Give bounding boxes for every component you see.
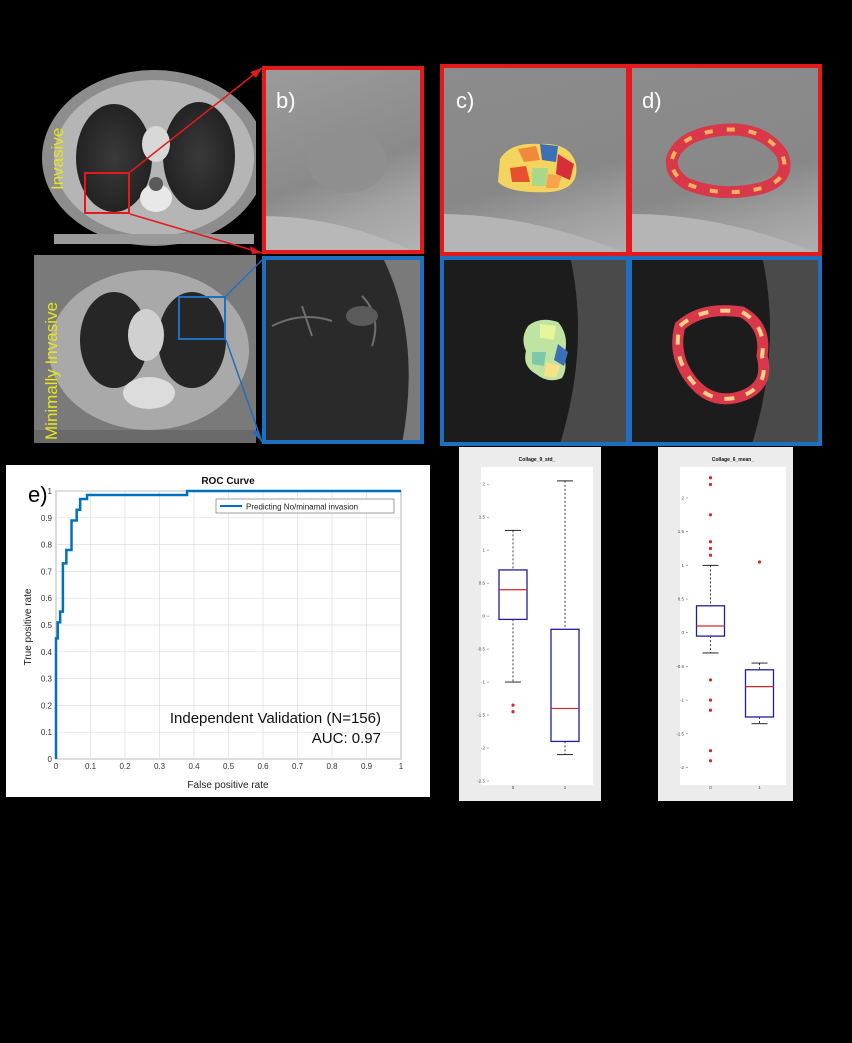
roc-ytick-label: 0.8 <box>41 541 53 550</box>
roi-box-minimal <box>178 296 226 340</box>
roc-xtick-label: 0.2 <box>119 762 131 771</box>
panel-label-e: e) <box>28 482 48 507</box>
panel-label-c: c) <box>456 88 475 113</box>
roc-xtick-label: 0.8 <box>326 762 338 771</box>
box-iqr <box>744 669 775 718</box>
frame-feature-c-minimal <box>440 256 630 446</box>
box-ytick-label: -2 <box>481 746 485 751</box>
box-ytick-label: -2.5 <box>477 779 485 784</box>
roc-ytick-label: 0.4 <box>41 648 53 657</box>
frame-zoom-invasive <box>262 66 424 254</box>
roc-ytick-label: 0 <box>48 755 53 764</box>
roc-ytick-label: 0.5 <box>41 621 53 630</box>
roc-xlabel: False positive rate <box>187 780 269 791</box>
zoom-connectors <box>129 67 263 443</box>
box-ytick-label: 1 <box>681 563 684 568</box>
roc-title: ROC Curve <box>201 476 255 487</box>
box-outlier <box>708 759 713 763</box>
box-ytick-label: -1.5 <box>676 731 684 736</box>
roc-xtick-label: 0.3 <box>154 762 166 771</box>
box-ytick-label: -1 <box>481 680 485 685</box>
zoom-patch-minimal <box>262 256 424 444</box>
roc-ytick-label: 0.1 <box>41 728 53 737</box>
box-ytick-label: -0.5 <box>477 647 485 652</box>
roc-ylabel: True positive rate <box>23 588 34 665</box>
roc-annotation-validation: Independent Validation (N=156) <box>170 710 381 727</box>
box-category-label: 1 <box>564 785 567 790</box>
box-outlier <box>511 703 515 707</box>
roc-xtick-label: 0.6 <box>257 762 269 771</box>
roc-ytick-label: 0.6 <box>41 594 53 603</box>
box-ytick-label: 0.5 <box>678 597 685 602</box>
box-ytick-label: -2 <box>680 765 684 770</box>
frame-feature-d-invasive <box>628 64 822 256</box>
boxplot-mean-title: Collage_6_mean_ <box>712 457 754 463</box>
roc-legend-label: Predicting No/minamal invasion <box>246 503 358 512</box>
feature-map-d-invasive <box>632 64 820 254</box>
box-iqr <box>550 628 580 743</box>
boxplot-std-title: Collage_9_std_ <box>519 457 556 463</box>
feature-map-c-minimal <box>440 256 628 444</box>
box-outlier <box>708 546 713 551</box>
roc-xtick-label: 0.5 <box>223 762 235 771</box>
box-iqr <box>498 569 528 621</box>
box-category-label: 1 <box>758 785 761 790</box>
feature-map-c-invasive <box>440 64 628 254</box>
roc-annotation-auc: AUC: 0.97 <box>312 730 381 747</box>
feature-map-d-minimal <box>632 256 820 444</box>
box-ytick-label: 0 <box>482 614 485 619</box>
box-ytick-label: 0 <box>681 630 684 635</box>
frame-feature-d-minimal <box>628 256 822 446</box>
box-category-label: 0 <box>709 785 712 790</box>
roc-ytick-label: 0.2 <box>41 701 53 710</box>
roc-xtick-label: 1 <box>399 762 404 771</box>
box-outlier <box>708 708 713 712</box>
boxplot-collage-6-mean: Collage_6_mean_ 2 1.5 1 0.5 0 -0.5 -1 -1.5 -2 0 1 <box>676 457 786 790</box>
roc-xtick-label: 0.7 <box>292 762 304 771</box>
box-outlier <box>511 710 515 714</box>
ct-scan-minimal <box>34 255 256 443</box>
box-ytick-label: 2 <box>482 482 485 487</box>
roc-xtick-label: 0 <box>54 762 59 771</box>
roc-legend: Predicting No/minamal invasion <box>215 498 395 514</box>
box-outlier <box>708 698 713 702</box>
box-outlier <box>708 749 713 753</box>
box-ytick-label: -1.5 <box>477 713 485 718</box>
roc-xtick-label: 0.1 <box>85 762 97 771</box>
box-outlier <box>708 553 713 557</box>
box-outlier <box>708 476 713 480</box>
box-ytick-label: 2 <box>681 495 684 500</box>
box-ytick-label: 1 <box>482 548 485 553</box>
roc-ytick-label: 0.9 <box>41 514 53 523</box>
panel-label-b: b) <box>276 88 296 113</box>
box-ytick-label: 1.5 <box>479 515 486 520</box>
box-ytick-label: 1.5 <box>678 529 685 534</box>
box-outlier <box>708 513 713 517</box>
box-outlier <box>708 482 713 487</box>
roi-box-invasive <box>84 172 130 214</box>
box-iqr <box>695 605 726 637</box>
box-outlier <box>708 678 713 682</box>
box-ytick-label: 0.5 <box>479 581 486 586</box>
roc-ytick-label: 0.3 <box>41 675 53 684</box>
box-ytick-label: -1 <box>680 698 684 703</box>
boxplot-collage-9-std: Collage_9_std_ 2 1.5 1 0.5 0 -0.5 -1 -1.5 -2 -2.5… <box>477 457 593 790</box>
panel-label-d: d) <box>642 88 662 113</box>
roc-ytick-label: 0.7 <box>41 567 53 576</box>
box-outlier <box>708 540 713 544</box>
roc-series-line <box>54 489 401 759</box>
roc-xtick-label: 0.4 <box>188 762 200 771</box>
zoom-patch-invasive <box>262 66 424 254</box>
box-outlier <box>757 560 762 564</box>
roc-ytick-label: 1 <box>48 487 53 496</box>
box-category-label: 0 <box>512 785 515 790</box>
frame-zoom-minimal <box>262 256 424 444</box>
box-ytick-label: -0.5 <box>676 664 684 669</box>
roc-chart: 0 0.1 0.2 0.3 0.4 0.5 0.6 0.7 0.8 0.9 1 0 0.1 0.2 0.3 0… <box>23 476 404 791</box>
roc-xtick-label: 0.9 <box>361 762 373 771</box>
